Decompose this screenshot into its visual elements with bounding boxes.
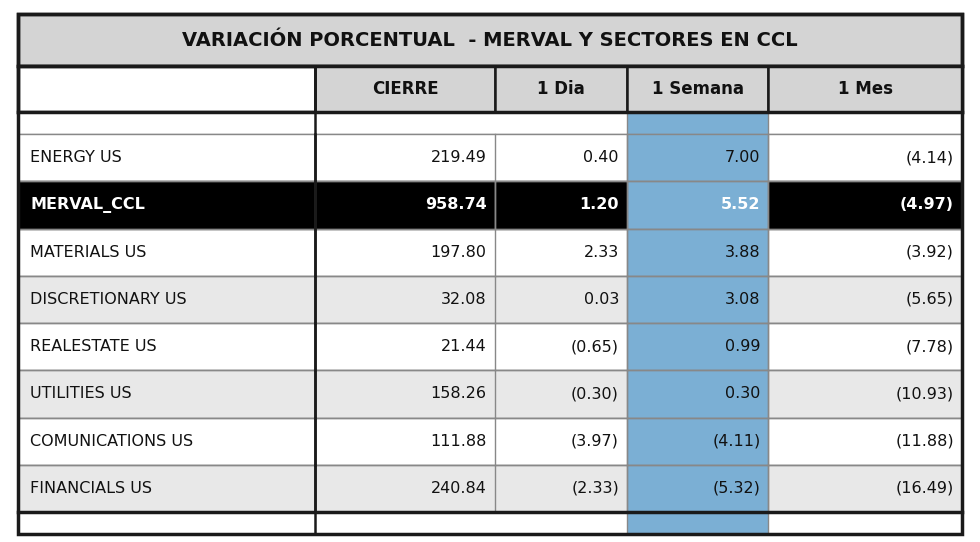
Bar <box>495 181 627 229</box>
Text: 0.40: 0.40 <box>583 150 619 165</box>
Text: 158.26: 158.26 <box>431 386 487 402</box>
Bar <box>768 66 962 112</box>
Bar <box>18 370 962 417</box>
Bar <box>627 464 768 512</box>
Bar <box>18 417 962 464</box>
Bar <box>316 181 495 229</box>
Bar <box>18 276 962 323</box>
Text: 197.80: 197.80 <box>431 244 487 260</box>
Text: 3.08: 3.08 <box>725 292 760 307</box>
Text: 32.08: 32.08 <box>441 292 487 307</box>
Text: CIERRE: CIERRE <box>371 80 438 98</box>
Text: 3.88: 3.88 <box>725 244 760 260</box>
Text: REALESTATE US: REALESTATE US <box>30 339 157 354</box>
Bar <box>627 370 768 417</box>
Text: 1 Dia: 1 Dia <box>537 80 585 98</box>
Text: 1.20: 1.20 <box>579 197 619 212</box>
Text: 0.30: 0.30 <box>725 386 760 402</box>
Text: 0.99: 0.99 <box>725 339 760 354</box>
Text: 5.52: 5.52 <box>721 197 760 212</box>
Text: 0.03: 0.03 <box>583 292 619 307</box>
Bar <box>627 276 768 323</box>
Text: 240.84: 240.84 <box>431 481 487 496</box>
Bar <box>627 417 768 464</box>
Text: (2.33): (2.33) <box>571 481 619 496</box>
Text: (7.78): (7.78) <box>906 339 954 354</box>
Bar <box>495 66 627 112</box>
Bar <box>627 181 768 229</box>
Text: MERVAL_CCL: MERVAL_CCL <box>30 197 145 213</box>
Bar <box>627 66 768 112</box>
Bar <box>627 229 768 276</box>
Text: 219.49: 219.49 <box>431 150 487 165</box>
Bar <box>627 323 768 370</box>
Text: (5.32): (5.32) <box>712 481 760 496</box>
Text: (4.97): (4.97) <box>900 197 954 212</box>
Text: (3.97): (3.97) <box>571 434 619 449</box>
Bar <box>18 134 962 181</box>
Bar <box>18 512 962 534</box>
Text: (11.88): (11.88) <box>896 434 954 449</box>
Text: 1 Mes: 1 Mes <box>838 80 893 98</box>
Text: 1 Semana: 1 Semana <box>652 80 744 98</box>
Text: MATERIALS US: MATERIALS US <box>30 244 146 260</box>
Text: ENERGY US: ENERGY US <box>30 150 122 165</box>
Text: 111.88: 111.88 <box>430 434 487 449</box>
Text: (16.49): (16.49) <box>896 481 954 496</box>
Text: (4.14): (4.14) <box>906 150 954 165</box>
Text: (10.93): (10.93) <box>896 386 954 402</box>
Bar <box>627 512 768 534</box>
Text: 958.74: 958.74 <box>425 197 487 212</box>
Bar <box>627 112 768 134</box>
Bar <box>18 14 962 66</box>
Text: 2.33: 2.33 <box>584 244 619 260</box>
Bar <box>18 229 962 276</box>
Text: (3.92): (3.92) <box>906 244 954 260</box>
Text: FINANCIALS US: FINANCIALS US <box>30 481 152 496</box>
Text: (5.65): (5.65) <box>906 292 954 307</box>
Text: (0.30): (0.30) <box>571 386 619 402</box>
Bar <box>768 181 962 229</box>
Bar <box>316 66 495 112</box>
Text: (0.65): (0.65) <box>571 339 619 354</box>
Text: 7.00: 7.00 <box>725 150 760 165</box>
Text: (4.11): (4.11) <box>712 434 760 449</box>
Bar <box>18 464 962 512</box>
Bar <box>627 134 768 181</box>
Text: COMUNICATIONS US: COMUNICATIONS US <box>30 434 193 449</box>
Bar <box>18 181 962 229</box>
Text: 21.44: 21.44 <box>441 339 487 354</box>
Text: DISCRETIONARY US: DISCRETIONARY US <box>30 292 186 307</box>
Bar <box>18 323 962 370</box>
Bar <box>18 66 962 112</box>
Bar <box>18 112 962 134</box>
Text: UTILITIES US: UTILITIES US <box>30 386 131 402</box>
Text: VARIACIÓN PORCENTUAL  - MERVAL Y SECTORES EN CCL: VARIACIÓN PORCENTUAL - MERVAL Y SECTORES… <box>182 30 798 49</box>
Bar <box>18 181 316 229</box>
